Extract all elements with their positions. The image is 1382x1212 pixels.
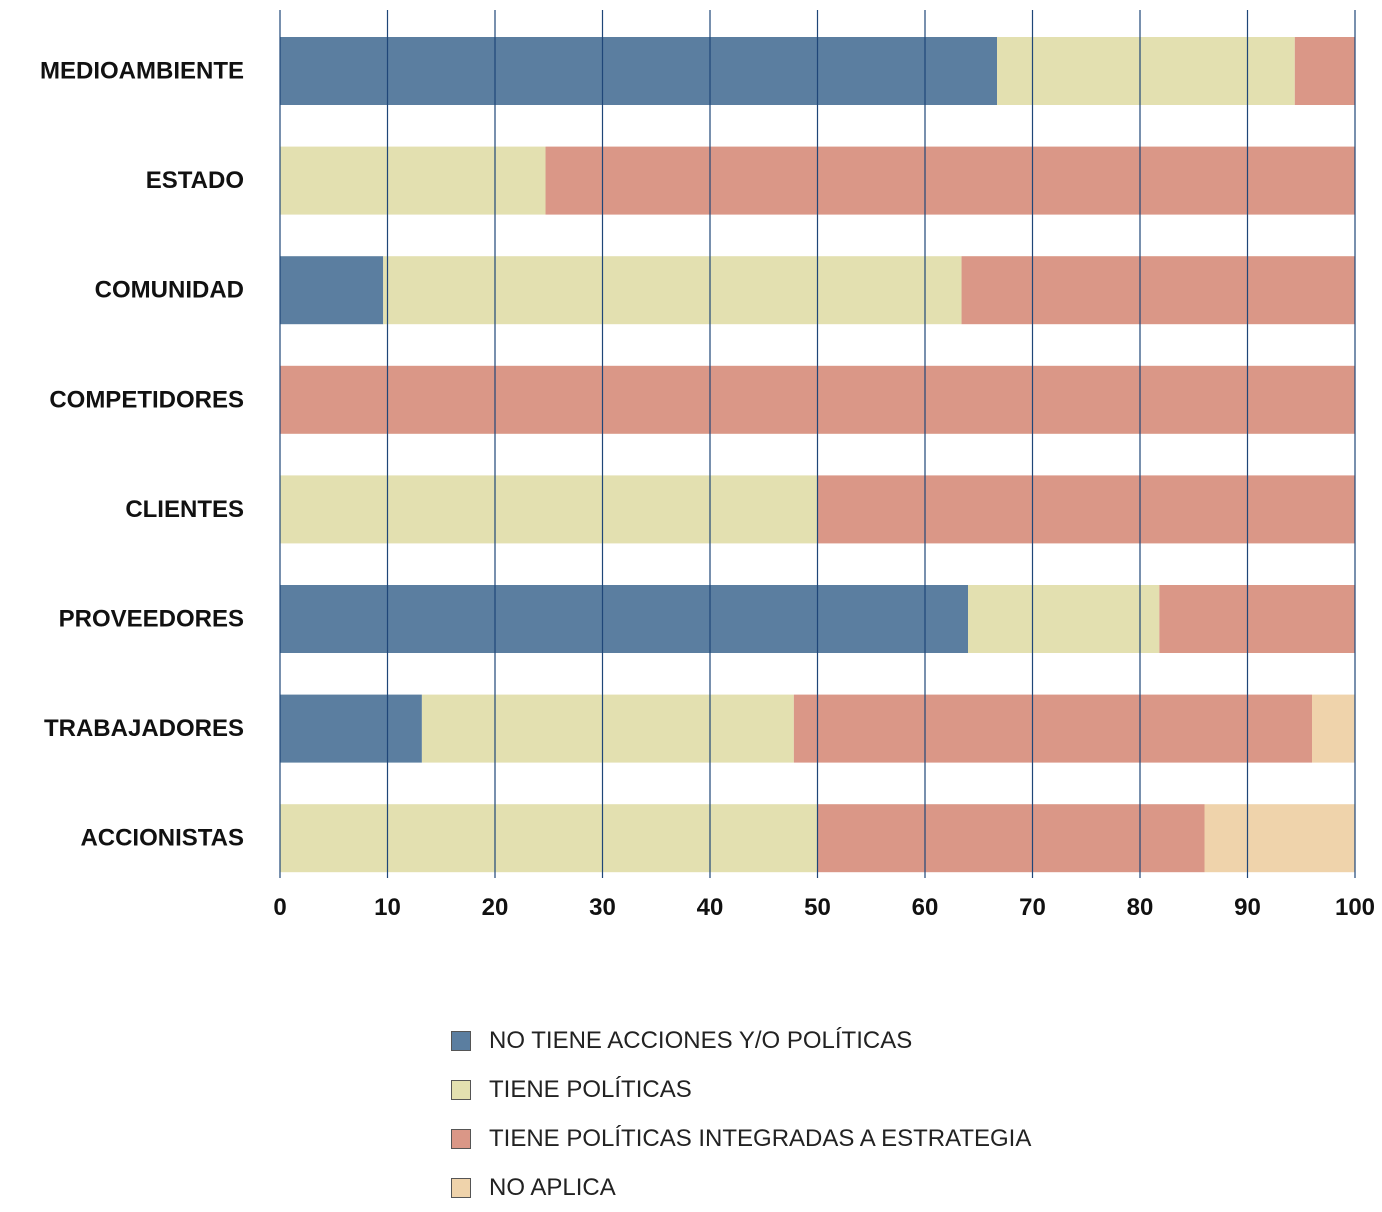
bar-clientes-series-3: [818, 475, 1356, 543]
bar-comunidad-series-3: [962, 256, 1355, 324]
x-tick-label: 100: [1335, 894, 1375, 921]
bar-medioambiente-series-3: [1295, 37, 1355, 105]
bar-proveedores-series-2: [968, 585, 1159, 653]
bar-trabajadores-series-1: [280, 695, 422, 763]
legend-swatch: [451, 1031, 471, 1051]
category-label: ESTADO: [146, 167, 244, 194]
category-label: CLIENTES: [125, 496, 244, 523]
bar-comunidad-series-2: [383, 256, 961, 324]
legend-item: NO TIENE ACCIONES Y/O POLÍTICAS: [451, 1016, 1031, 1065]
category-label: MEDIOAMBIENTE: [40, 58, 244, 85]
legend-item: TIENE POLÍTICAS: [451, 1065, 1031, 1114]
legend-label: TIENE POLÍTICAS: [489, 1076, 692, 1104]
legend: NO TIENE ACCIONES Y/O POLÍTICAS TIENE POL…: [451, 1016, 1031, 1212]
legend-label: TIENE POLÍTICAS INTEGRADAS A ESTRATEGIA: [489, 1125, 1031, 1153]
category-label: ACCIONISTAS: [80, 825, 244, 852]
x-tick-label: 0: [273, 894, 286, 921]
x-tick-label: 60: [912, 894, 939, 921]
legend-label: NO APLICA: [489, 1174, 616, 1202]
bar-accionistas-series-4: [1205, 804, 1356, 872]
bar-trabajadores-series-4: [1312, 695, 1355, 763]
bar-trabajadores-series-3: [794, 695, 1312, 763]
legend-swatch: [451, 1178, 471, 1198]
bar-trabajadores-series-2: [422, 695, 794, 763]
x-tick-label: 30: [589, 894, 616, 921]
legend-swatch: [451, 1080, 471, 1100]
stacked-bar-chart: MEDIOAMBIENTE ESTADO COMUNIDAD COMPETIDORES…: [0, 0, 1382, 1000]
bar-proveedores-series-1: [280, 585, 968, 653]
bar-comunidad-series-1: [280, 256, 383, 324]
bar-clientes-series-2: [280, 475, 818, 543]
category-label: PROVEEDORES: [59, 606, 244, 633]
x-tick-label: 80: [1127, 894, 1154, 921]
bar-estado-series-2: [280, 147, 546, 215]
category-label: TRABAJADORES: [44, 715, 244, 742]
category-labels: MEDIOAMBIENTE ESTADO COMUNIDAD COMPETIDORES…: [40, 58, 244, 852]
bar-proveedores-series-3: [1159, 585, 1355, 653]
x-tick-label: 70: [1019, 894, 1046, 921]
x-tick-label: 20: [482, 894, 509, 921]
bar-accionistas-series-3: [818, 804, 1205, 872]
legend-swatch: [451, 1129, 471, 1149]
bar-estado-series-3: [546, 147, 1355, 215]
x-tick-label: 10: [374, 894, 401, 921]
legend-item: TIENE POLÍTICAS INTEGRADAS A ESTRATEGIA: [451, 1114, 1031, 1163]
category-label: COMUNIDAD: [95, 277, 244, 304]
bar-accionistas-series-2: [280, 804, 818, 872]
x-tick-labels: 0 10 20 30 40 50 60 70 80 90 100: [273, 894, 1375, 921]
category-label: COMPETIDORES: [49, 386, 244, 413]
x-tick-label: 50: [804, 894, 831, 921]
x-tick-label: 90: [1234, 894, 1261, 921]
legend-item: NO APLICA: [451, 1163, 1031, 1212]
x-tick-label: 40: [697, 894, 724, 921]
bar-medioambiente-series-2: [997, 37, 1295, 105]
legend-label: NO TIENE ACCIONES Y/O POLÍTICAS: [489, 1027, 912, 1055]
